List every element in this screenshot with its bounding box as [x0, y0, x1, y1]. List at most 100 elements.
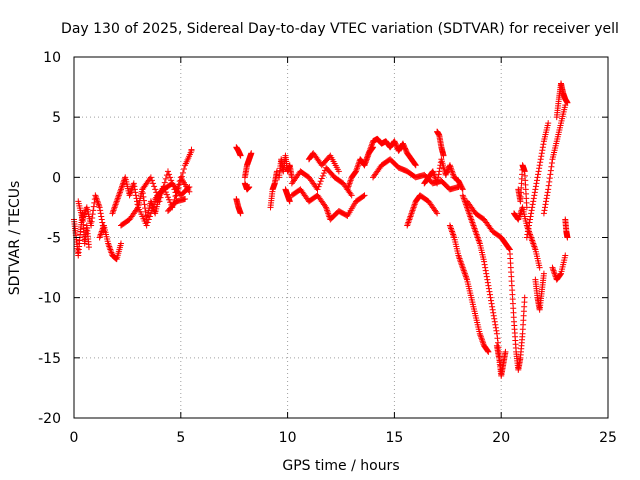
data-point: [523, 204, 530, 211]
data-point: [131, 186, 138, 193]
axis-ticks: [73, 56, 609, 419]
data-point: [142, 208, 149, 215]
data-point: [131, 183, 138, 190]
data-point: [492, 324, 499, 331]
data-point: [435, 171, 442, 178]
data-point: [314, 186, 321, 193]
data-point: [147, 210, 154, 217]
data-point: [85, 244, 92, 251]
data-point: [539, 147, 546, 154]
data-point: [546, 178, 553, 185]
data-point: [175, 181, 182, 188]
data-point: [482, 267, 489, 274]
data-point: [564, 99, 571, 106]
data-point: [531, 192, 538, 199]
data-point: [97, 207, 104, 214]
data-point: [412, 162, 419, 169]
data-point: [490, 309, 497, 316]
x-tick-labels: 0 5 10 15 20 25: [70, 430, 617, 446]
data-point: [524, 231, 531, 238]
data-point: [532, 183, 539, 190]
data-point: [98, 213, 105, 220]
data-point: [316, 180, 323, 187]
data-point: [132, 189, 139, 196]
data-point: [161, 179, 168, 186]
data-point: [525, 225, 532, 232]
data-point: [459, 185, 466, 192]
data-point: [151, 201, 158, 208]
y-tick-labels: -20 -15 -10 -5 0 5 10: [38, 50, 61, 427]
data-point: [540, 141, 547, 148]
data-point: [148, 207, 155, 214]
x-tick-label: 0: [70, 430, 79, 446]
data-point: [89, 214, 96, 221]
data-point: [533, 177, 540, 184]
data-point: [151, 183, 158, 190]
data-point: [490, 312, 497, 319]
data-point: [88, 222, 95, 229]
data-point: [237, 210, 244, 217]
data-point: [485, 348, 492, 355]
y-tick-label: 10: [43, 50, 61, 66]
data-point: [436, 165, 443, 172]
data-point: [526, 219, 533, 226]
data-point: [434, 210, 441, 217]
data-point: [170, 183, 177, 190]
data-point: [524, 228, 531, 235]
data-point: [537, 156, 544, 163]
data-point: [487, 294, 494, 301]
data-point: [523, 234, 530, 241]
data-point: [543, 195, 550, 202]
data-point: [144, 219, 151, 226]
data-point: [525, 222, 532, 229]
data-point: [160, 183, 167, 190]
x-tick-label: 20: [492, 430, 510, 446]
data-point: [521, 294, 528, 301]
data-point: [162, 175, 169, 182]
data-point: [492, 321, 499, 328]
data-point: [440, 152, 447, 159]
data-point: [237, 152, 244, 159]
data-point: [529, 204, 536, 211]
data-point: [532, 186, 539, 193]
data-point: [319, 172, 326, 179]
data-point: [494, 335, 501, 342]
data-point: [96, 204, 103, 211]
data-point: [502, 348, 509, 355]
data-point: [481, 261, 488, 268]
data-point: [130, 180, 137, 187]
data-point: [528, 210, 535, 217]
x-axis-label: GPS time / hours: [282, 458, 399, 474]
data-point: [168, 177, 175, 184]
data-point: [140, 197, 147, 204]
data-point: [536, 264, 543, 271]
y-tick-label: -5: [47, 231, 61, 247]
data-point: [527, 216, 534, 223]
data-point: [88, 218, 95, 225]
data-point: [530, 195, 537, 202]
data-point: [117, 240, 124, 247]
data-point: [483, 270, 490, 277]
data-point: [182, 195, 189, 202]
data-point: [436, 168, 443, 175]
data-point: [320, 170, 327, 177]
data-point: [533, 180, 540, 187]
y-tick-label: -15: [38, 351, 61, 367]
y-axis-label: SDTVAR / TECUs: [7, 181, 23, 296]
data-point: [528, 207, 535, 214]
data-point: [486, 288, 493, 295]
data-point: [530, 198, 537, 205]
data-point: [494, 339, 501, 346]
data-point: [459, 186, 466, 193]
data-point: [489, 306, 496, 313]
data-point: [537, 159, 544, 166]
data-point: [547, 167, 554, 174]
data-point: [485, 285, 492, 292]
data-point: [174, 185, 181, 192]
data-point: [531, 189, 538, 196]
data-point: [491, 318, 498, 325]
data-points: [71, 80, 571, 379]
data-point: [179, 169, 186, 176]
data-point: [143, 222, 150, 229]
